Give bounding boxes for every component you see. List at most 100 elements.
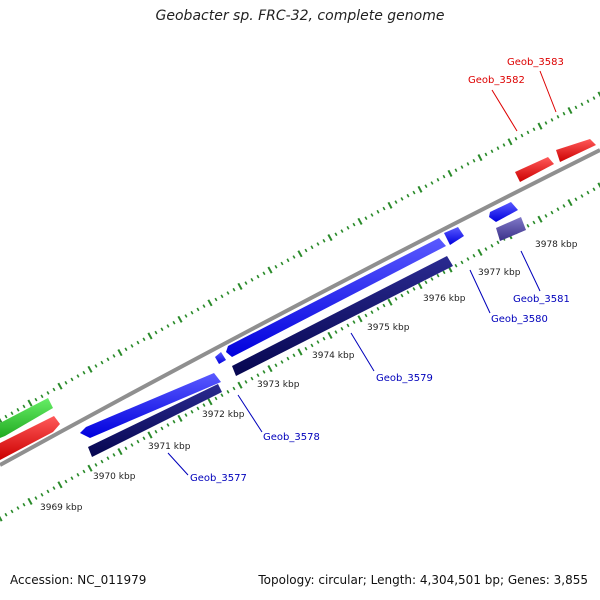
genome-backbone: [0, 148, 600, 467]
outer-ring-tick: [40, 394, 44, 399]
outer-ring-tick: [136, 340, 140, 345]
inner-ring-tick: [316, 340, 320, 344]
gene-navy-3577-lower[interactable]: [88, 384, 222, 457]
gene-label-geob-3579[interactable]: Geob_3579: [376, 373, 433, 384]
outer-ring-tick: [256, 274, 260, 279]
inner-ring-tick: [400, 293, 404, 298]
outer-ring-tick: [57, 382, 63, 390]
inner-ring-tick: [76, 473, 80, 477]
gene-navy-3579-lower[interactable]: [232, 256, 453, 376]
gene-label-geob-3577[interactable]: Geob_3577: [190, 473, 247, 484]
outer-ring-tick: [597, 91, 600, 98]
inner-ring-tick: [376, 307, 380, 311]
gene-label-geob-3580[interactable]: Geob_3580: [491, 314, 548, 325]
inner-ring-tick: [562, 204, 566, 208]
outer-ring-tick: [442, 174, 446, 179]
outer-ring-tick: [484, 152, 488, 157]
outer-ring-tick: [466, 162, 470, 166]
genome-title: Geobacter sp. FRC-32, complete genome: [155, 8, 445, 24]
inner-ring-tick: [46, 489, 50, 494]
inner-ring-tick: [87, 464, 93, 472]
outer-ring-tick: [274, 265, 278, 269]
gene-red-left[interactable]: [0, 416, 60, 460]
gene-label-geob-3582[interactable]: Geob_3582: [468, 75, 525, 86]
inner-ring-tick: [387, 298, 393, 306]
gene-purple-3581[interactable]: [496, 217, 526, 241]
inner-ring-tick: [256, 373, 260, 377]
inner-ring-tick: [34, 496, 38, 500]
inner-ring-tick: [370, 310, 374, 314]
outer-ring-tick: [100, 360, 104, 365]
gene-green-left[interactable]: [0, 398, 53, 438]
outer-ring-tick: [520, 133, 524, 138]
outer-ring-tick: [154, 330, 158, 335]
outer-ring-tick: [370, 213, 374, 217]
outer-ring-tick: [190, 310, 194, 315]
inner-ring-tick: [550, 210, 554, 215]
scale-label-3973: 3973 kbp: [257, 380, 300, 390]
inner-ring-tick: [304, 346, 308, 351]
outer-ring-tick: [70, 377, 74, 382]
outer-ring-tick: [357, 217, 363, 225]
gene-blue-3579-upper[interactable]: [226, 238, 446, 357]
inner-ring-tick: [346, 323, 350, 328]
inner-ring-tick: [292, 353, 296, 358]
gene-red-3583[interactable]: [556, 139, 596, 162]
inner-ring-tick: [297, 348, 303, 356]
outer-ring-tick: [340, 229, 344, 233]
inner-ring-tick: [490, 244, 494, 248]
inner-ring-tick: [274, 363, 278, 368]
outer-ring-tick: [46, 391, 50, 395]
inner-ring-tick: [177, 414, 183, 422]
outer-ring-tick: [447, 169, 453, 177]
outer-ring-tick: [412, 190, 416, 195]
inner-ring-tick: [477, 248, 483, 256]
gene-blue-3581-upper[interactable]: [489, 202, 518, 222]
scale-label-3972: 3972 kbp: [202, 410, 245, 420]
scale-label-3977: 3977 kbp: [478, 268, 521, 278]
outer-ring-tick: [472, 158, 476, 163]
gene-blue-3577-upper[interactable]: [80, 373, 221, 438]
outer-ring-tick: [376, 209, 380, 214]
outer-ring-tick: [52, 387, 56, 392]
outer-ring-tick: [124, 347, 128, 352]
outer-ring-tick: [22, 404, 26, 409]
inner-ring-tick: [40, 493, 44, 497]
outer-ring-tick: [364, 216, 368, 220]
outer-ring-tick: [346, 226, 350, 230]
inner-ring-tick: [286, 356, 290, 361]
gene-red-3582[interactable]: [515, 157, 554, 182]
outer-ring-tick: [184, 314, 188, 318]
outer-ring-tick: [4, 414, 8, 419]
outer-ring-tick: [87, 365, 93, 373]
outer-ring-tick: [532, 127, 536, 132]
outer-ring-tick: [477, 154, 483, 162]
inner-ring-tick: [130, 443, 134, 447]
inner-ring-tick: [430, 277, 434, 281]
inner-ring-tick: [357, 315, 363, 323]
inner-tick-ring: [0, 182, 600, 522]
inner-ring-tick: [0, 515, 3, 522]
gene-blue-3580-upper[interactable]: [444, 227, 464, 245]
gene-blue-small[interactable]: [215, 352, 226, 364]
scale-label-3975: 3975 kbp: [367, 323, 410, 333]
inner-ring-tick: [4, 512, 8, 517]
inner-ring-tick: [327, 331, 333, 339]
inner-ring-tick: [64, 479, 68, 484]
outer-ring-tick: [502, 143, 506, 147]
outer-ring-tick: [556, 115, 560, 119]
inner-ring-tick: [106, 456, 110, 460]
inner-ring-tick: [160, 426, 164, 431]
gene-label-geob-3578[interactable]: Geob_3578: [263, 432, 320, 443]
inner-ring-tick: [537, 215, 543, 223]
inner-ring-tick: [567, 199, 573, 207]
outer-ring-tick: [334, 232, 338, 237]
inner-ring-tick: [574, 197, 578, 202]
gene-label-geob-3581[interactable]: Geob_3581: [513, 294, 570, 305]
outer-ring-tick: [387, 201, 393, 209]
outer-tick-ring: [0, 91, 600, 424]
gene-label-geob-3583[interactable]: Geob_3583: [507, 57, 564, 68]
inner-ring-tick: [556, 207, 560, 211]
outer-ring-tick: [526, 130, 530, 135]
